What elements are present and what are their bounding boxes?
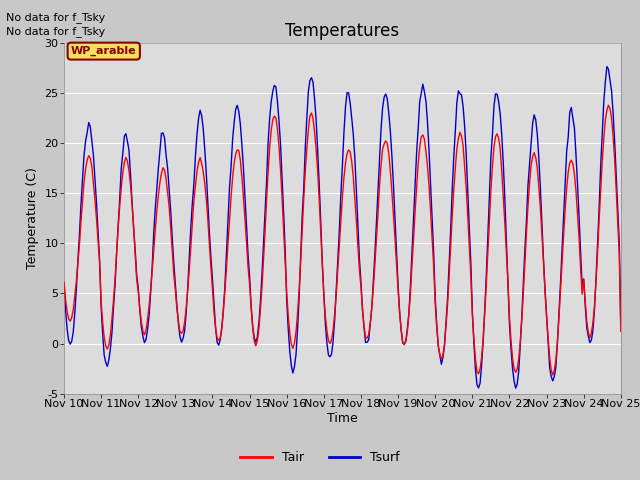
Tair [605,102,612,108]
Tair [377,162,385,168]
Tair [60,279,68,285]
Tsurf [377,125,385,131]
Tsurf [396,309,403,314]
Tsurf [76,231,83,237]
Tsurf [617,324,625,329]
Line: Tsurf: Tsurf [64,67,621,388]
Tair [617,328,625,334]
Tair [408,262,416,268]
Tair [76,241,83,247]
Title: Temperatures: Temperatures [285,22,399,40]
Tair [164,190,172,195]
Tair [396,311,403,316]
Tair [550,368,558,373]
Legend: Tair, Tsurf: Tair, Tsurf [236,446,404,469]
Tsurf [512,385,520,391]
Tsurf [408,250,416,255]
Y-axis label: Temperature (C): Temperature (C) [26,168,39,269]
Tsurf [60,284,68,289]
Tsurf [164,166,172,171]
X-axis label: Time: Time [327,412,358,425]
Tair [549,372,557,378]
Line: Tair: Tair [64,105,621,375]
Text: WP_arable: WP_arable [71,46,136,56]
Tsurf [603,64,611,70]
Text: No data for f_Tsky: No data for f_Tsky [6,12,106,23]
Text: No data for f_Tsky: No data for f_Tsky [6,26,106,37]
Tsurf [550,373,558,379]
